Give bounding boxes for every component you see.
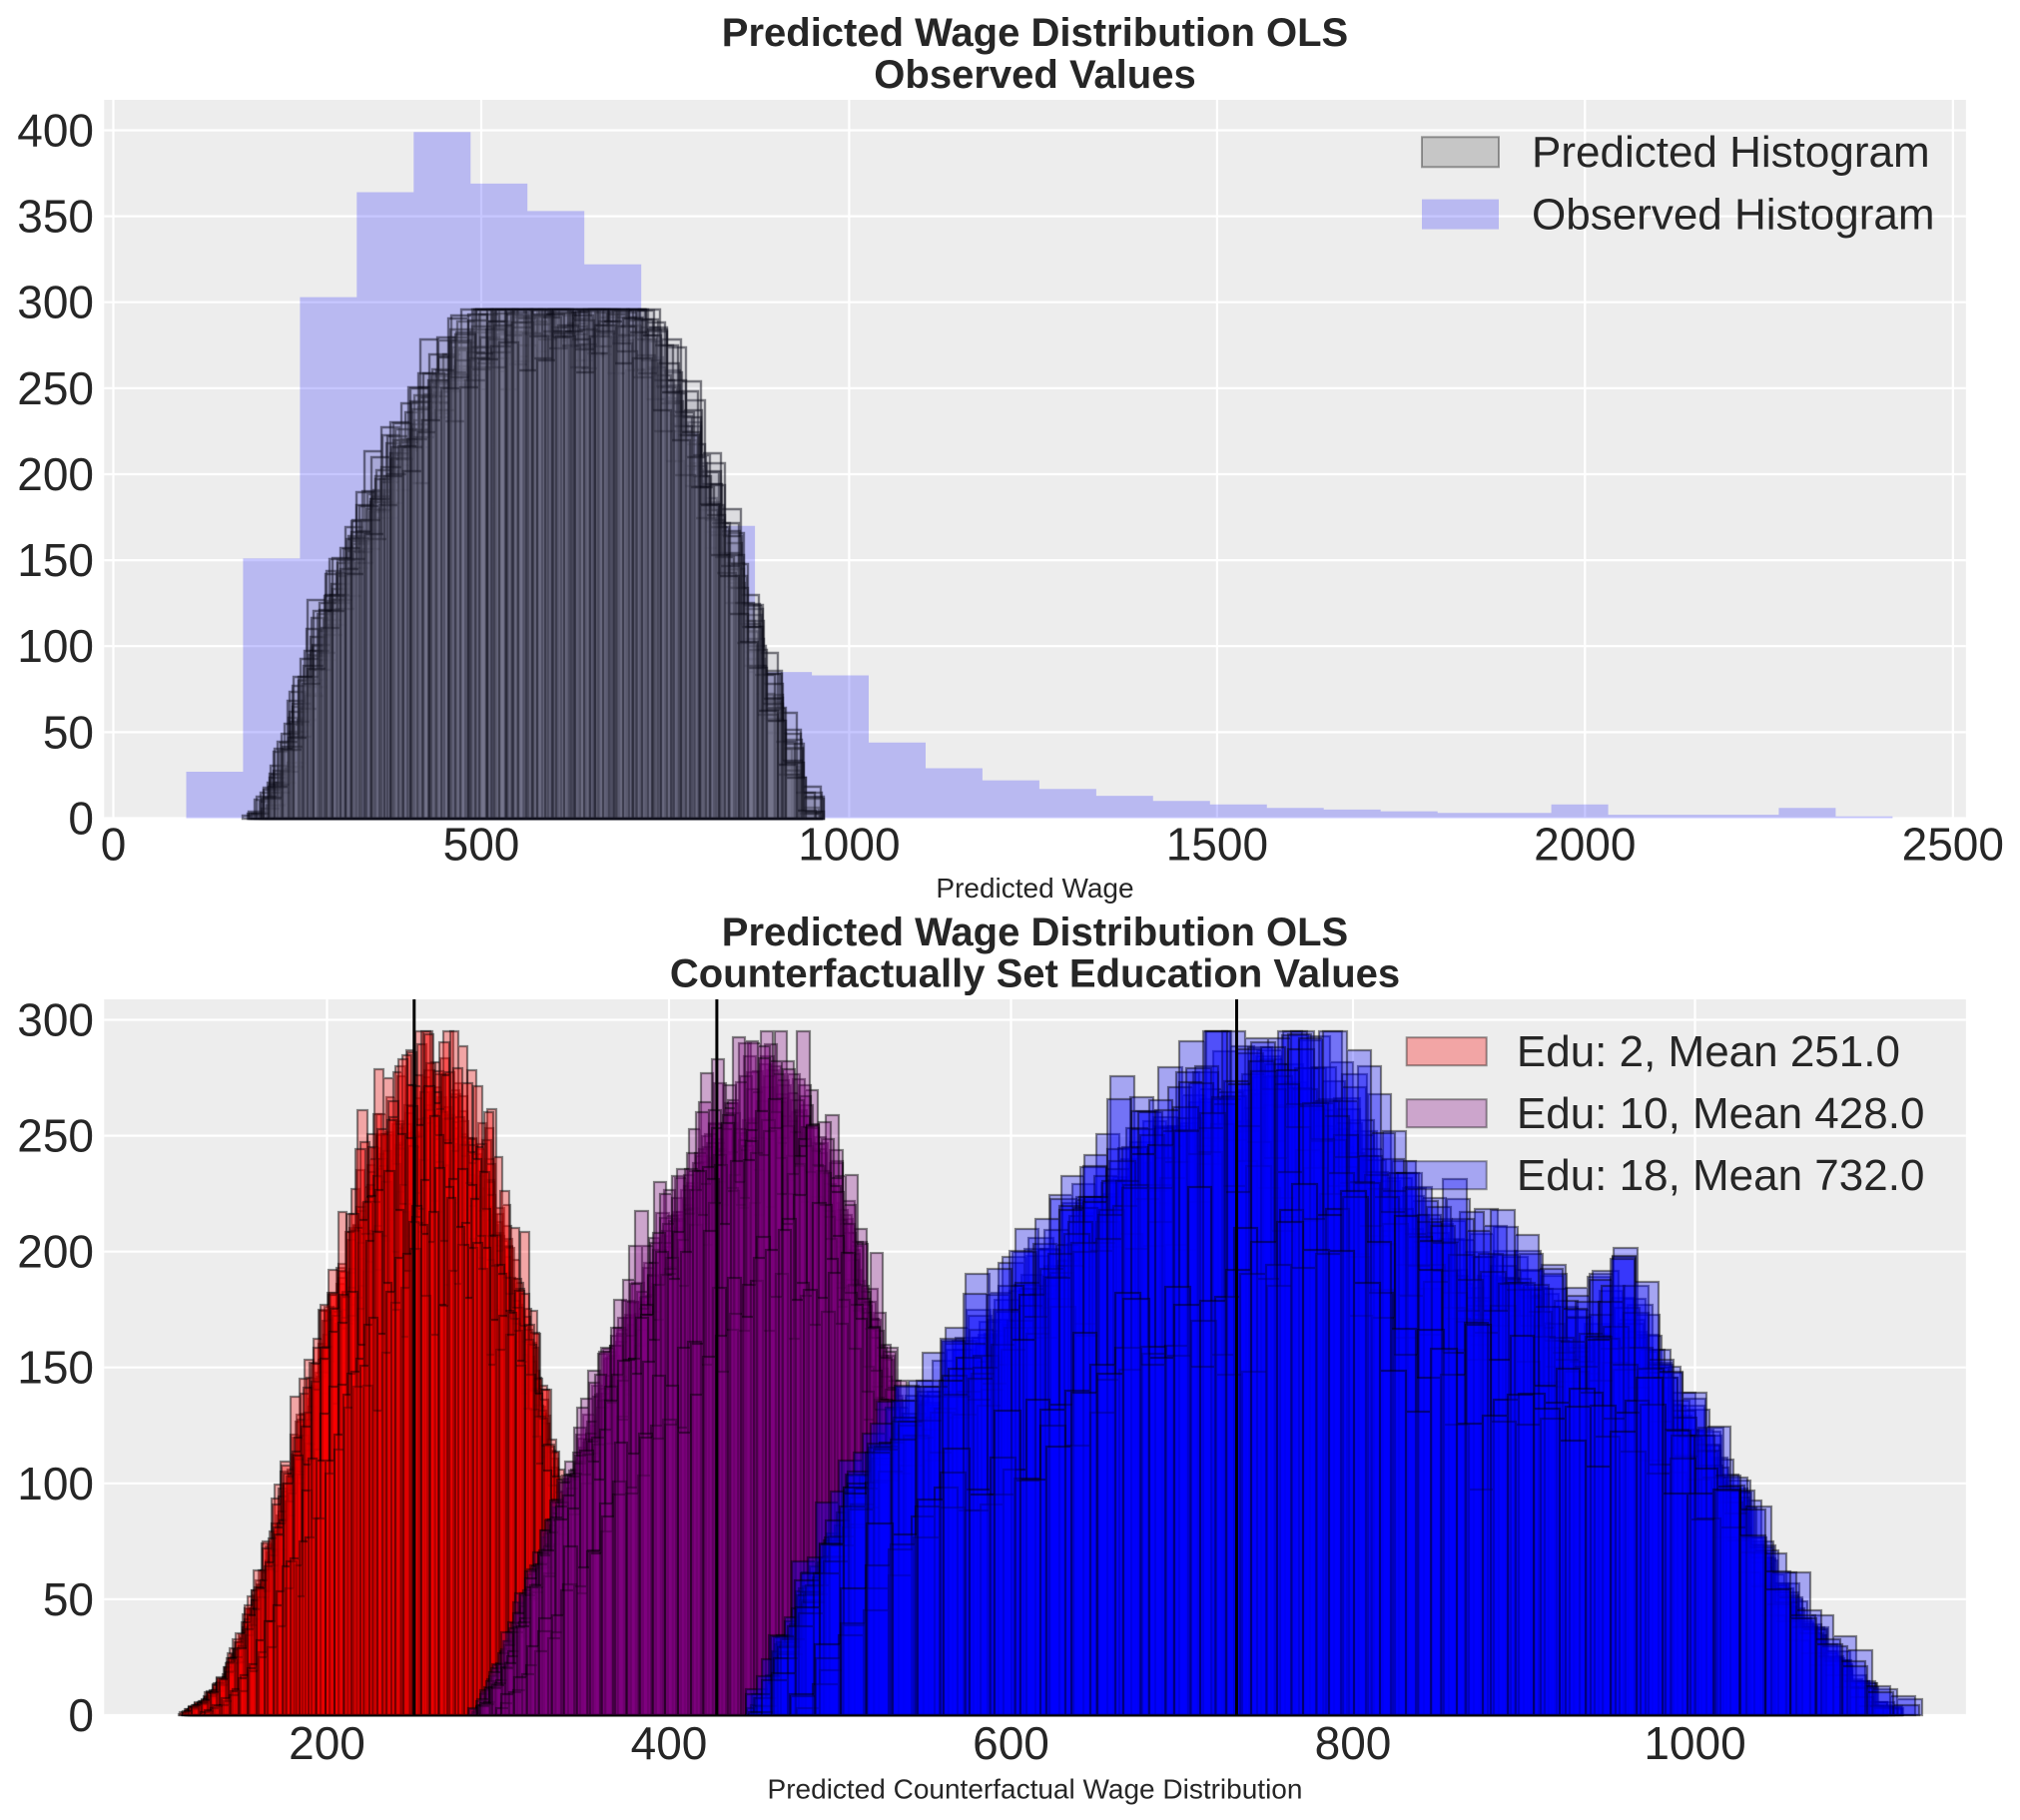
svg-text:200: 200 (17, 448, 94, 500)
svg-text:250: 250 (17, 362, 94, 414)
svg-text:200: 200 (289, 1717, 365, 1769)
svg-text:0: 0 (101, 819, 127, 871)
svg-text:250: 250 (17, 1110, 94, 1162)
svg-text:600: 600 (973, 1717, 1049, 1769)
svg-text:100: 100 (17, 1458, 94, 1510)
svg-text:150: 150 (17, 534, 94, 586)
svg-text:Observed Values: Observed Values (874, 53, 1195, 97)
svg-text:200: 200 (17, 1226, 94, 1278)
svg-text:50: 50 (43, 706, 94, 758)
svg-text:2000: 2000 (1534, 819, 1636, 871)
svg-text:300: 300 (17, 994, 94, 1046)
svg-text:50: 50 (43, 1573, 94, 1625)
svg-text:Counterfactually Set Education: Counterfactually Set Education Values (670, 952, 1400, 996)
svg-text:1000: 1000 (1644, 1717, 1745, 1769)
svg-text:300: 300 (17, 277, 94, 328)
svg-text:2500: 2500 (1902, 819, 2004, 871)
svg-text:500: 500 (443, 819, 520, 871)
svg-text:800: 800 (1315, 1717, 1392, 1769)
svg-text:100: 100 (17, 620, 94, 672)
svg-text:Edu: 18, Mean 732.0: Edu: 18, Mean 732.0 (1517, 1151, 1925, 1200)
svg-text:Predicted Wage: Predicted Wage (936, 873, 1133, 904)
svg-text:350: 350 (17, 191, 94, 243)
svg-text:1500: 1500 (1166, 819, 1268, 871)
svg-text:Predicted Wage Distribution OL: Predicted Wage Distribution OLS (722, 11, 1348, 55)
svg-text:Predicted Counterfactual Wage: Predicted Counterfactual Wage Distributi… (768, 1774, 1303, 1805)
svg-text:1000: 1000 (798, 819, 900, 871)
svg-text:Observed Histogram: Observed Histogram (1532, 190, 1934, 239)
svg-text:0: 0 (68, 1689, 94, 1741)
svg-text:400: 400 (631, 1717, 708, 1769)
svg-text:0: 0 (68, 793, 94, 845)
svg-text:400: 400 (17, 105, 94, 157)
svg-text:150: 150 (17, 1342, 94, 1394)
svg-text:Edu: 2, Mean 251.0: Edu: 2, Mean 251.0 (1517, 1027, 1900, 1076)
svg-text:Predicted Wage Distribution OL: Predicted Wage Distribution OLS (722, 910, 1348, 954)
svg-text:Edu: 10, Mean 428.0: Edu: 10, Mean 428.0 (1517, 1089, 1925, 1138)
svg-text:Predicted Histogram: Predicted Histogram (1532, 128, 1930, 177)
